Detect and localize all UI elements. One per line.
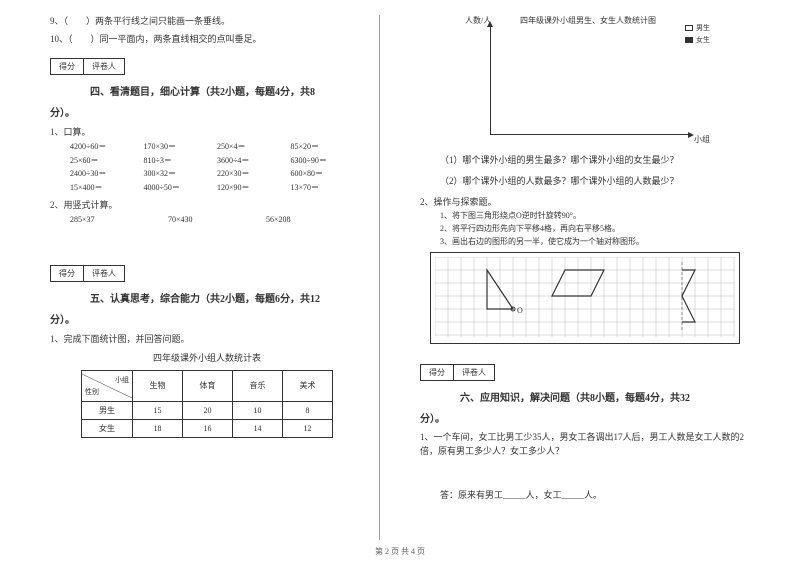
calc-row: 15×400＝4000÷50＝120×90＝13×70＝ xyxy=(70,181,364,195)
grid-diagram: O xyxy=(430,252,740,344)
x-axis-label: 小组 xyxy=(694,134,710,145)
cell: 10 xyxy=(233,401,283,419)
section-6-suffix: 分）。 xyxy=(420,412,750,427)
calc-cell: 3600÷4＝ xyxy=(217,154,291,168)
cell: 8 xyxy=(283,401,333,419)
vcalc-1: 285×37 xyxy=(70,213,168,227)
score-label: 得分 xyxy=(51,266,84,281)
ops-title: 2、操作与探索题。 xyxy=(420,195,750,208)
cell: 20 xyxy=(183,401,233,419)
col-header: 生物 xyxy=(133,370,183,401)
y-axis xyxy=(490,25,491,135)
grader-label: 评卷人 xyxy=(84,59,124,74)
section-4-title: 四、看清题目，细心计算（共2小题，每题4分，共8 xyxy=(90,83,364,98)
col-header: 美术 xyxy=(283,370,333,401)
legend-box-boy xyxy=(685,25,693,31)
calc-cell: 600×80＝ xyxy=(291,167,365,181)
calc-cell: 300×32＝ xyxy=(144,167,218,181)
page-footer: 第 2 页 共 4 页 xyxy=(0,546,800,557)
calc-cell: 15×400＝ xyxy=(70,181,144,195)
calc-cell: 85×20＝ xyxy=(291,140,365,154)
table-row: 女生 18 16 14 12 xyxy=(82,419,333,437)
calc-cell: 25×60＝ xyxy=(70,154,144,168)
section-5-title: 五、认真思考，综合能力（共2小题，每题6分，共12 xyxy=(90,290,364,305)
calc-cell: 120×90＝ xyxy=(217,181,291,195)
calc-cell: 250×4＝ xyxy=(217,140,291,154)
diag-bottom: 性别 xyxy=(85,387,99,397)
cell: 18 xyxy=(133,419,183,437)
calc-row: 4200÷60＝170×30＝250×4＝85×20＝ xyxy=(70,140,364,154)
ops-3: 3、画出右边的图形的另一半，使它成为一个轴对称图形。 xyxy=(440,236,750,249)
stats-table: 小组 性别 生物 体育 音乐 美术 男生 15 20 10 8 女生 18 16… xyxy=(81,370,333,438)
cell: 15 xyxy=(133,401,183,419)
score-box-5: 得分 评卷人 xyxy=(50,265,125,282)
cell: 16 xyxy=(183,419,233,437)
sub-1: 1、口算。 xyxy=(50,125,364,138)
ops-list: 1、将下图三角形绕点O逆时针旋转90°。 2、将平行四边形先向下平移4格，再向右… xyxy=(440,210,750,248)
calc-cell: 13×70＝ xyxy=(291,181,365,195)
calc-cell: 4000÷50＝ xyxy=(144,181,218,195)
chart-q1: （1）哪个课外小组的男生最多？哪个课外小组的女生最少？ xyxy=(440,153,750,166)
legend-boy: 男生 xyxy=(696,23,710,33)
table-row: 男生 15 20 10 8 xyxy=(82,401,333,419)
calc-cell: 810÷3＝ xyxy=(144,154,218,168)
grader-label: 评卷人 xyxy=(84,266,124,281)
row-label: 男生 xyxy=(82,401,133,419)
grader-label: 评卷人 xyxy=(454,365,494,380)
y-arrow-icon xyxy=(487,21,493,27)
calc-cell: 6300÷90＝ xyxy=(291,154,365,168)
legend-girl: 女生 xyxy=(696,35,710,45)
stat-question: 1、完成下面统计图，并回答问题。 xyxy=(50,332,364,345)
answer-line: 答：原来有男工_____人，女工_____人。 xyxy=(440,488,750,501)
calc-grid: 4200÷60＝170×30＝250×4＝85×20＝25×60＝810÷3＝3… xyxy=(50,140,364,194)
diagonal-header: 小组 性别 xyxy=(82,374,132,398)
calc-cell: 170×30＝ xyxy=(144,140,218,154)
cell: 14 xyxy=(233,419,283,437)
score-label: 得分 xyxy=(51,59,84,74)
sub-2: 2、用竖式计算。 xyxy=(50,198,364,211)
chart-legend: 男生 女生 xyxy=(685,23,710,47)
vcalc-3: 56×208 xyxy=(266,213,364,227)
calc-cell: 2400÷30＝ xyxy=(70,167,144,181)
x-axis xyxy=(490,134,690,135)
score-box-4: 得分 评卷人 xyxy=(50,58,125,75)
score-label: 得分 xyxy=(421,365,454,380)
section-5-suffix: 分）。 xyxy=(50,313,364,328)
calc-cell: 4200÷60＝ xyxy=(70,140,144,154)
section-6-title: 六、应用知识，解决问题（共8小题，每题4分，共32 xyxy=(460,389,750,404)
application-q1: 1、一个车间，女工比男工少35人，男女工各调出17人后，男工人数是女工人数的2倍… xyxy=(420,431,750,458)
row-label: 女生 xyxy=(82,419,133,437)
question-10: 10、（ ）同一平面内，两条直线相交的点叫垂足。 xyxy=(50,33,364,47)
col-header: 体育 xyxy=(183,370,233,401)
score-box-6: 得分 评卷人 xyxy=(420,364,495,381)
chart-title: 四年级课外小组男生、女生人数统计图 xyxy=(520,15,656,26)
question-9: 9、（ ）两条平行线之间只能画一条垂线。 xyxy=(50,15,364,29)
col-header: 音乐 xyxy=(233,370,283,401)
section-4-suffix: 分）。 xyxy=(50,106,364,121)
table-title: 四年级课外小组人数统计表 xyxy=(50,351,364,364)
grid-svg: O xyxy=(435,257,735,337)
vcalc-2: 70×430 xyxy=(168,213,266,227)
calc-row: 2400÷30＝300×32＝220×30＝600×80＝ xyxy=(70,167,364,181)
chart-q2: （2）哪个课外小组的人数最多？哪个课外小组的人数最少？ xyxy=(440,174,750,187)
vertical-calc-row: 285×37 70×430 56×208 xyxy=(70,213,364,227)
bar-chart-empty: 人数/人 四年级课外小组男生、女生人数统计图 男生 女生 小组 xyxy=(460,15,710,145)
ops-2: 2、将平行四边形先向下平移4格，再向右平移5格。 xyxy=(440,223,750,236)
calc-row: 25×60＝810÷3＝3600÷4＝6300÷90＝ xyxy=(70,154,364,168)
svg-text:O: O xyxy=(517,306,523,315)
cell: 12 xyxy=(283,419,333,437)
calc-cell: 220×30＝ xyxy=(217,167,291,181)
diag-top: 小组 xyxy=(115,375,129,385)
legend-box-girl xyxy=(685,37,693,43)
ops-1: 1、将下图三角形绕点O逆时针旋转90°。 xyxy=(440,210,750,223)
